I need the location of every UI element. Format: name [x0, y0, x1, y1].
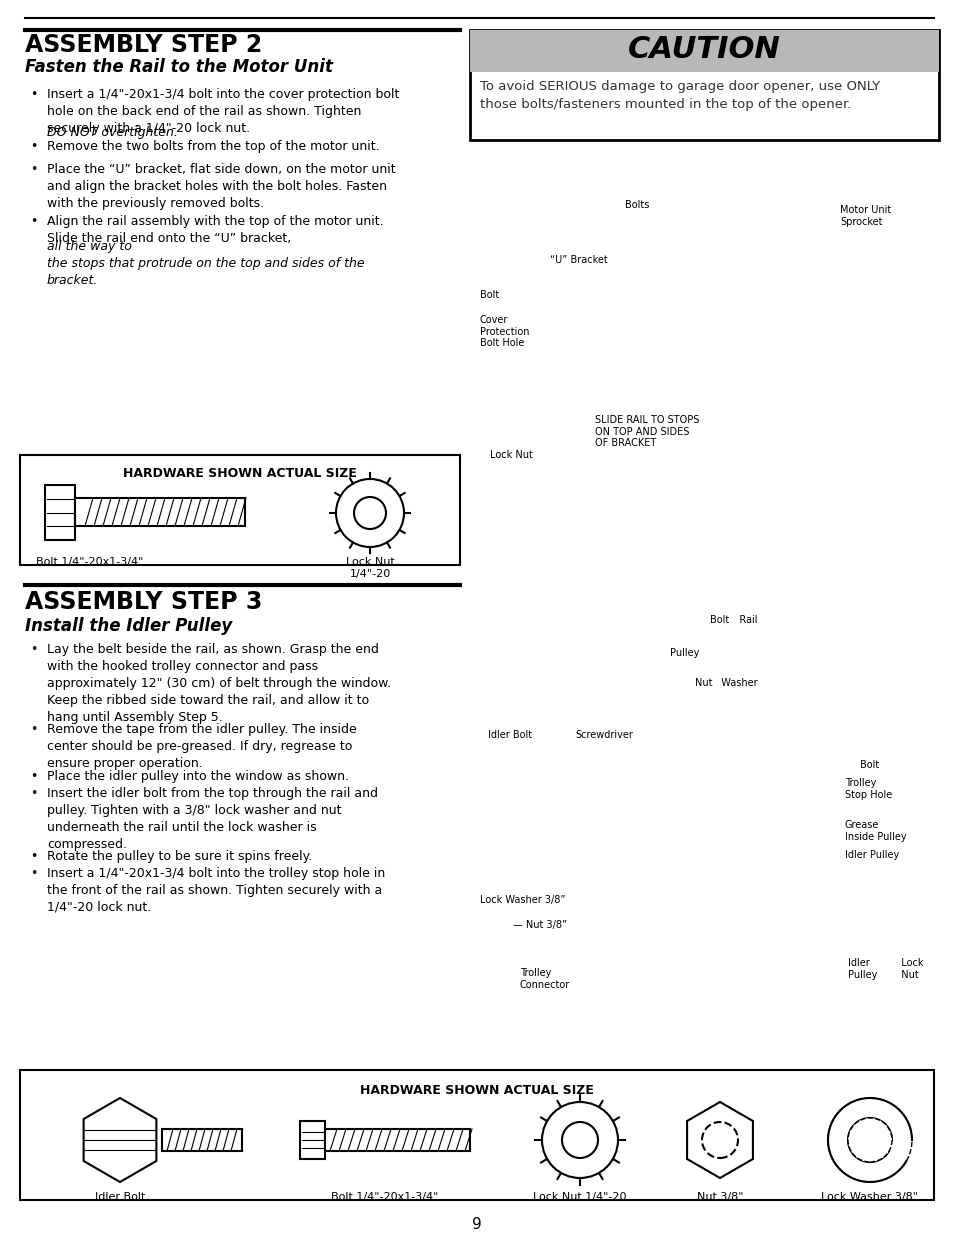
Text: Remove the two bolts from the top of the motor unit.: Remove the two bolts from the top of the…: [47, 140, 379, 153]
Text: To avoid SERIOUS damage to garage door opener, use ONLY
those bolts/fasteners mo: To avoid SERIOUS damage to garage door o…: [479, 80, 880, 111]
Text: Washer: Washer: [714, 678, 757, 688]
Text: Remove the tape from the idler pulley. The inside
center should be pre-greased. : Remove the tape from the idler pulley. T…: [47, 722, 356, 769]
Text: •: •: [30, 787, 37, 800]
Circle shape: [541, 1102, 618, 1178]
Text: Insert the idler bolt from the top through the rail and
pulley. Tighten with a 3: Insert the idler bolt from the top throu…: [47, 787, 377, 851]
Text: — Nut 3/8”: — Nut 3/8”: [513, 920, 566, 930]
Text: Grease
Inside Pulley: Grease Inside Pulley: [844, 820, 905, 841]
Text: 9: 9: [472, 1216, 481, 1233]
Text: Fasten the Rail to the Motor Unit: Fasten the Rail to the Motor Unit: [25, 58, 333, 77]
Bar: [20, 454, 459, 564]
Text: Idler Bolt: Idler Bolt: [94, 1192, 145, 1202]
Text: ASSEMBLY STEP 2: ASSEMBLY STEP 2: [25, 33, 262, 57]
Text: •: •: [30, 215, 37, 228]
Text: Bolt: Bolt: [709, 615, 728, 625]
Polygon shape: [686, 1102, 752, 1178]
Text: Nut: Nut: [695, 678, 712, 688]
Text: •: •: [30, 643, 37, 656]
Circle shape: [335, 479, 403, 547]
Circle shape: [847, 1118, 891, 1162]
Text: DO NOT overtighten.: DO NOT overtighten.: [47, 126, 177, 140]
Text: •: •: [30, 163, 37, 177]
Circle shape: [561, 1123, 598, 1158]
Bar: [75, 498, 245, 526]
Text: Place the idler pulley into the window as shown.: Place the idler pulley into the window a…: [47, 769, 349, 783]
Text: Bolt: Bolt: [859, 760, 879, 769]
Text: •: •: [30, 140, 37, 153]
Text: all the way to
the stops that protrude on the top and sides of the
bracket.: all the way to the stops that protrude o…: [47, 240, 364, 287]
Text: Pulley: Pulley: [669, 648, 699, 658]
Circle shape: [701, 1123, 738, 1158]
Bar: [470, 30, 938, 72]
Text: Insert a 1/4"-20x1-3/4 bolt into the cover protection bolt
hole on the back end : Insert a 1/4"-20x1-3/4 bolt into the cov…: [47, 88, 399, 135]
Text: Screwdriver: Screwdriver: [575, 730, 632, 740]
Polygon shape: [84, 1098, 156, 1182]
Circle shape: [354, 496, 386, 529]
Text: Lock
  Nut: Lock Nut: [894, 958, 923, 979]
Text: Install the Idler Pulley: Install the Idler Pulley: [25, 618, 232, 635]
Text: “U” Bracket: “U” Bracket: [550, 254, 607, 266]
Bar: [45, 485, 75, 540]
Text: Insert a 1/4"-20x1-3/4 bolt into the trolley stop hole in
the front of the rail : Insert a 1/4"-20x1-3/4 bolt into the tro…: [47, 867, 385, 914]
Text: Bolt: Bolt: [479, 290, 498, 300]
Bar: [325, 1129, 470, 1151]
Text: Idler Bolt: Idler Bolt: [488, 730, 532, 740]
Text: Lock Nut
1/4"-20: Lock Nut 1/4"-20: [345, 557, 394, 579]
Text: Rotate the pulley to be sure it spins freely.: Rotate the pulley to be sure it spins fr…: [47, 850, 312, 863]
Text: Motor Unit
Sprocket: Motor Unit Sprocket: [840, 205, 890, 226]
Bar: [162, 1129, 242, 1151]
Text: HARDWARE SHOWN ACTUAL SIZE: HARDWARE SHOWN ACTUAL SIZE: [359, 1084, 594, 1097]
Text: Cover
Protection
Bolt Hole: Cover Protection Bolt Hole: [479, 315, 529, 348]
Text: Align the rail assembly with the top of the motor unit.
Slide the rail end onto : Align the rail assembly with the top of …: [47, 215, 383, 245]
Text: Idler Pulley: Idler Pulley: [844, 850, 899, 860]
Text: Lock Nut 1/4"-20: Lock Nut 1/4"-20: [533, 1192, 626, 1202]
Text: •: •: [30, 769, 37, 783]
Text: ASSEMBLY STEP 3: ASSEMBLY STEP 3: [25, 590, 262, 614]
Text: Rail: Rail: [729, 615, 757, 625]
Text: Place the “U” bracket, flat side down, on the motor unit
and align the bracket h: Place the “U” bracket, flat side down, o…: [47, 163, 395, 210]
Text: Bolt 1/4"-20x1-3/4": Bolt 1/4"-20x1-3/4": [331, 1192, 438, 1202]
Bar: [470, 30, 938, 140]
Text: CAUTION: CAUTION: [627, 35, 781, 63]
Text: Bolt 1/4"-20x1-3/4": Bolt 1/4"-20x1-3/4": [36, 557, 144, 567]
Text: Trolley
Connector: Trolley Connector: [519, 968, 570, 989]
Text: Lock Washer 3/8": Lock Washer 3/8": [821, 1192, 918, 1202]
Text: •: •: [30, 850, 37, 863]
Text: •: •: [30, 88, 37, 101]
Bar: [20, 1070, 933, 1200]
Text: SLIDE RAIL TO STOPS
ON TOP AND SIDES
OF BRACKET: SLIDE RAIL TO STOPS ON TOP AND SIDES OF …: [595, 415, 699, 448]
Text: Nut 3/8": Nut 3/8": [696, 1192, 742, 1202]
Text: Idler
Pulley: Idler Pulley: [847, 958, 877, 979]
Text: Lock Nut: Lock Nut: [490, 450, 533, 459]
Text: Bolts: Bolts: [624, 200, 649, 210]
Text: Trolley
Stop Hole: Trolley Stop Hole: [844, 778, 891, 799]
Bar: [299, 1121, 325, 1158]
Text: Lay the belt beside the rail, as shown. Grasp the end
with the hooked trolley co: Lay the belt beside the rail, as shown. …: [47, 643, 391, 724]
Text: •: •: [30, 867, 37, 881]
Text: HARDWARE SHOWN ACTUAL SIZE: HARDWARE SHOWN ACTUAL SIZE: [123, 467, 356, 480]
Text: Lock Washer 3/8”: Lock Washer 3/8”: [479, 895, 565, 905]
Text: •: •: [30, 722, 37, 736]
